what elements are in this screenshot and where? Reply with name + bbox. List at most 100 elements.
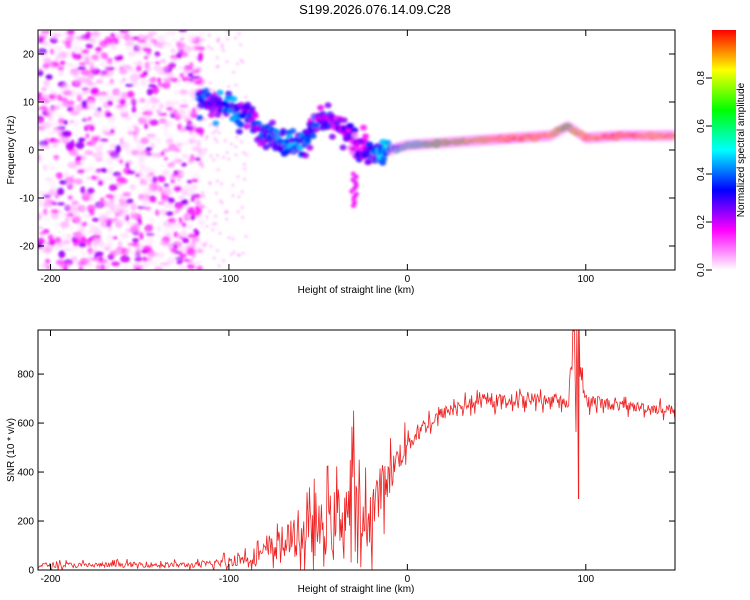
spectrogram-noise-blob — [75, 104, 82, 110]
spectrogram-noise-blob — [162, 220, 172, 228]
spectrogram-noise-blob — [178, 253, 188, 258]
spectrogram-noise-blob — [146, 88, 153, 96]
spectrogram-noise-blob — [125, 35, 134, 44]
spectrogram-noise-blob — [67, 71, 78, 76]
spectrogram-signal-blob — [273, 128, 281, 135]
spectrogram-noise-blob — [167, 197, 175, 204]
spectrogram-noise-blob — [193, 228, 199, 233]
spectrogram-noise-blob — [68, 99, 74, 108]
spectrogram-noise-blob — [145, 173, 152, 180]
spectrogram-noise-blob — [119, 193, 124, 202]
spectrogram-noise-blob — [173, 221, 182, 226]
spectrogram-signal-blob — [302, 152, 310, 159]
spectrogram-noise-blob — [119, 137, 124, 145]
spectrogram-noise-blob — [42, 107, 49, 112]
spectrogram-noise-blob — [156, 138, 161, 143]
spectrogram-noise-blob — [217, 131, 221, 135]
spectrogram-noise-blob — [145, 223, 154, 230]
spectrogram-noise-blob — [181, 230, 188, 238]
spectrogram-noise-blob — [126, 90, 135, 98]
spectrogram-noise-blob — [176, 52, 183, 59]
spectrogram-signal-blob — [351, 132, 359, 139]
spectrogram-noise-blob — [101, 169, 108, 173]
spectrogram-signal-blob — [380, 155, 388, 162]
spectrogram-noise-blob — [114, 67, 120, 72]
spectrogram-noise-blob — [71, 88, 77, 97]
spectrogram-noise-blob — [149, 119, 159, 126]
colorbar-ticks: 0.0 0.2 0.4 0.6 0.8 — [696, 71, 712, 277]
spectrogram-noise-blob — [92, 152, 97, 158]
spectrogram-noise-blob — [216, 154, 219, 157]
spectrogram-noise-blob — [127, 130, 136, 135]
spectrogram-noise-blob — [221, 116, 225, 120]
spectrogram-noise-blob — [67, 181, 78, 188]
spectrogram-noise-blob — [225, 210, 229, 214]
spectrogram-x-tick-label: -200 — [40, 274, 60, 285]
spectrogram-noise-blob — [57, 66, 65, 71]
colorbar-tick-label: 0.8 — [696, 71, 707, 85]
spectrogram-noise-blob — [140, 115, 146, 120]
spectrogram-noise-blob — [201, 242, 205, 246]
spectrogram-noise-blob — [86, 204, 96, 213]
spectrogram-noise-blob — [214, 222, 218, 226]
spectrogram-noise-blob — [106, 72, 114, 76]
spectrogram-noise-blob — [190, 211, 201, 217]
spectrogram-noise-blob — [99, 72, 106, 77]
spectrogram-noise-blob — [179, 89, 188, 95]
spectrogram-y-tick-label: -20 — [20, 242, 35, 253]
spectrogram-noise-blob — [141, 47, 152, 52]
spectrogram-signal-blob — [317, 104, 325, 111]
spectrogram-noise-blob — [135, 65, 142, 72]
spectrogram-noise-blob — [48, 94, 55, 100]
spectrogram-noise-blob — [187, 88, 196, 96]
spectrogram-noise-blob — [202, 117, 206, 121]
spectrogram-noise-blob — [216, 39, 220, 43]
spectrogram-noise-blob — [205, 134, 209, 138]
spectrogram-noise-blob — [107, 167, 113, 175]
spectrogram-signal-blob — [244, 101, 252, 108]
spectrogram-noise-blob — [105, 81, 114, 87]
spectrogram-noise-blob — [166, 42, 172, 48]
spectrogram-noise-blob — [163, 133, 170, 138]
spectrogram-noise-blob — [117, 240, 123, 249]
spectrogram-noise-blob — [190, 178, 199, 183]
spectrogram-noise-blob — [105, 209, 112, 214]
spectrogram-noise-blob — [54, 193, 59, 199]
spectrogram-noise-blob — [149, 251, 159, 257]
spectrogram-noise-blob — [145, 147, 153, 151]
spectrogram-noise-blob — [38, 226, 44, 230]
spectrogram-noise-blob — [156, 225, 162, 233]
spectrogram-noise-blob — [98, 91, 108, 96]
spectrogram-noise-blob — [122, 211, 127, 220]
spectrogram-noise-blob — [181, 154, 192, 158]
spectrogram-noise-blob — [105, 93, 115, 102]
spectrogram-noise-blob — [125, 45, 132, 51]
spectrogram-noise-blob — [212, 256, 216, 260]
spectrogram-noise-blob — [65, 177, 74, 181]
spectrogram-noise-blob — [203, 79, 206, 83]
spectrogram-noise-blob — [44, 164, 55, 169]
spectrogram-y-ticks: -20 -10 0 10 20 — [20, 50, 675, 253]
spectrogram-noise-blob — [75, 92, 85, 97]
spectrogram-noise-blob — [118, 209, 123, 217]
spectrogram-noise-blob — [148, 84, 157, 88]
spectrogram-signal-blob — [283, 148, 291, 155]
spectrogram-noise-blob — [51, 212, 59, 220]
spectrogram-noise-blob — [71, 41, 77, 50]
spectrogram-noise-blob — [85, 31, 92, 39]
spectrogram-noise-blob — [78, 62, 87, 66]
spectrogram-noise-blob — [43, 202, 49, 208]
spectrogram-noise-blob — [181, 76, 190, 82]
spectrogram-noise-blob — [61, 233, 70, 241]
spectrogram-noise-blob — [240, 140, 244, 144]
colorbar-label: Normalized spectral amplitude — [736, 82, 747, 217]
spectrogram-noise-blob — [135, 97, 142, 104]
spectrogram-noise-blob — [84, 60, 95, 66]
spectrogram-noise-blob — [151, 152, 157, 158]
spectrogram-noise-blob — [103, 130, 112, 136]
spectrogram-noise-blob — [186, 188, 195, 196]
spectrogram-noise-blob — [88, 197, 94, 202]
spectrogram-noise-blob — [142, 189, 150, 197]
spectrogram-noise-blob — [196, 265, 203, 270]
